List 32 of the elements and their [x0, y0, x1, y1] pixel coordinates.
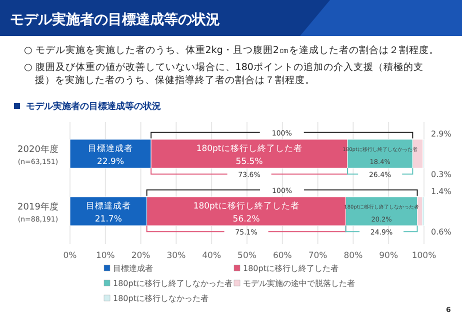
chart-subtitle: モデル実施者の目標達成等の状況	[26, 101, 161, 112]
legend-label: モデル実施の途中で脱落した者	[243, 279, 355, 288]
x-tick-label: 30%	[166, 251, 186, 262]
data-label: 22.9%	[97, 156, 124, 167]
x-tick-label: 40%	[202, 251, 222, 262]
chart-title: モデル実施者の目標達成等の状況	[10, 11, 220, 28]
x-tick-label: 100%	[412, 251, 436, 262]
legend-label: 180ptに移行し終了した者	[243, 264, 338, 273]
data-label: 0.6%	[431, 228, 452, 237]
text: 180ptに移行し終了した者	[196, 144, 302, 154]
data-label: 2.9%	[431, 129, 452, 138]
x-tick-label: 60%	[272, 251, 292, 262]
legend-label: 180ptに移行しなかった者	[113, 294, 208, 303]
data-label: 0.3%	[431, 170, 452, 180]
x-tick-label: 80%	[344, 251, 363, 262]
text: ○ モデル実施を実施した者のうち、体重2kg・且つ腹囲2㎝を達成した者の割合は２割程度。	[24, 44, 439, 56]
text: 目標達成者	[88, 144, 134, 154]
text: 目標達成者	[86, 201, 131, 212]
x-tick-label: 20%	[131, 251, 150, 262]
x-tick-label: 50%	[238, 251, 256, 262]
data-label: 1.4%	[431, 186, 452, 196]
data-label: 55.5%	[236, 156, 263, 167]
x-tick-label: 70%	[308, 251, 328, 262]
data-label: 21.7%	[94, 214, 122, 224]
text: ○ 腹囲及び体重の値が改善していない場合に、180ポイントの追加の介入支援（積極的支援）を実施した者のうち、保健指導終了者の割合は７割程度。	[24, 61, 424, 86]
legend-label: 180ptに移行し終了しなかった者	[113, 279, 232, 288]
legend-label: 目標達成者	[113, 264, 153, 273]
x-tick-label: 90%	[379, 251, 398, 262]
data-label: 56.2%	[232, 214, 260, 224]
x-tick-label: 10%	[96, 251, 115, 262]
text: 180ptに移行し終了した者	[193, 201, 300, 212]
x-tick-label: 0%	[63, 251, 77, 262]
